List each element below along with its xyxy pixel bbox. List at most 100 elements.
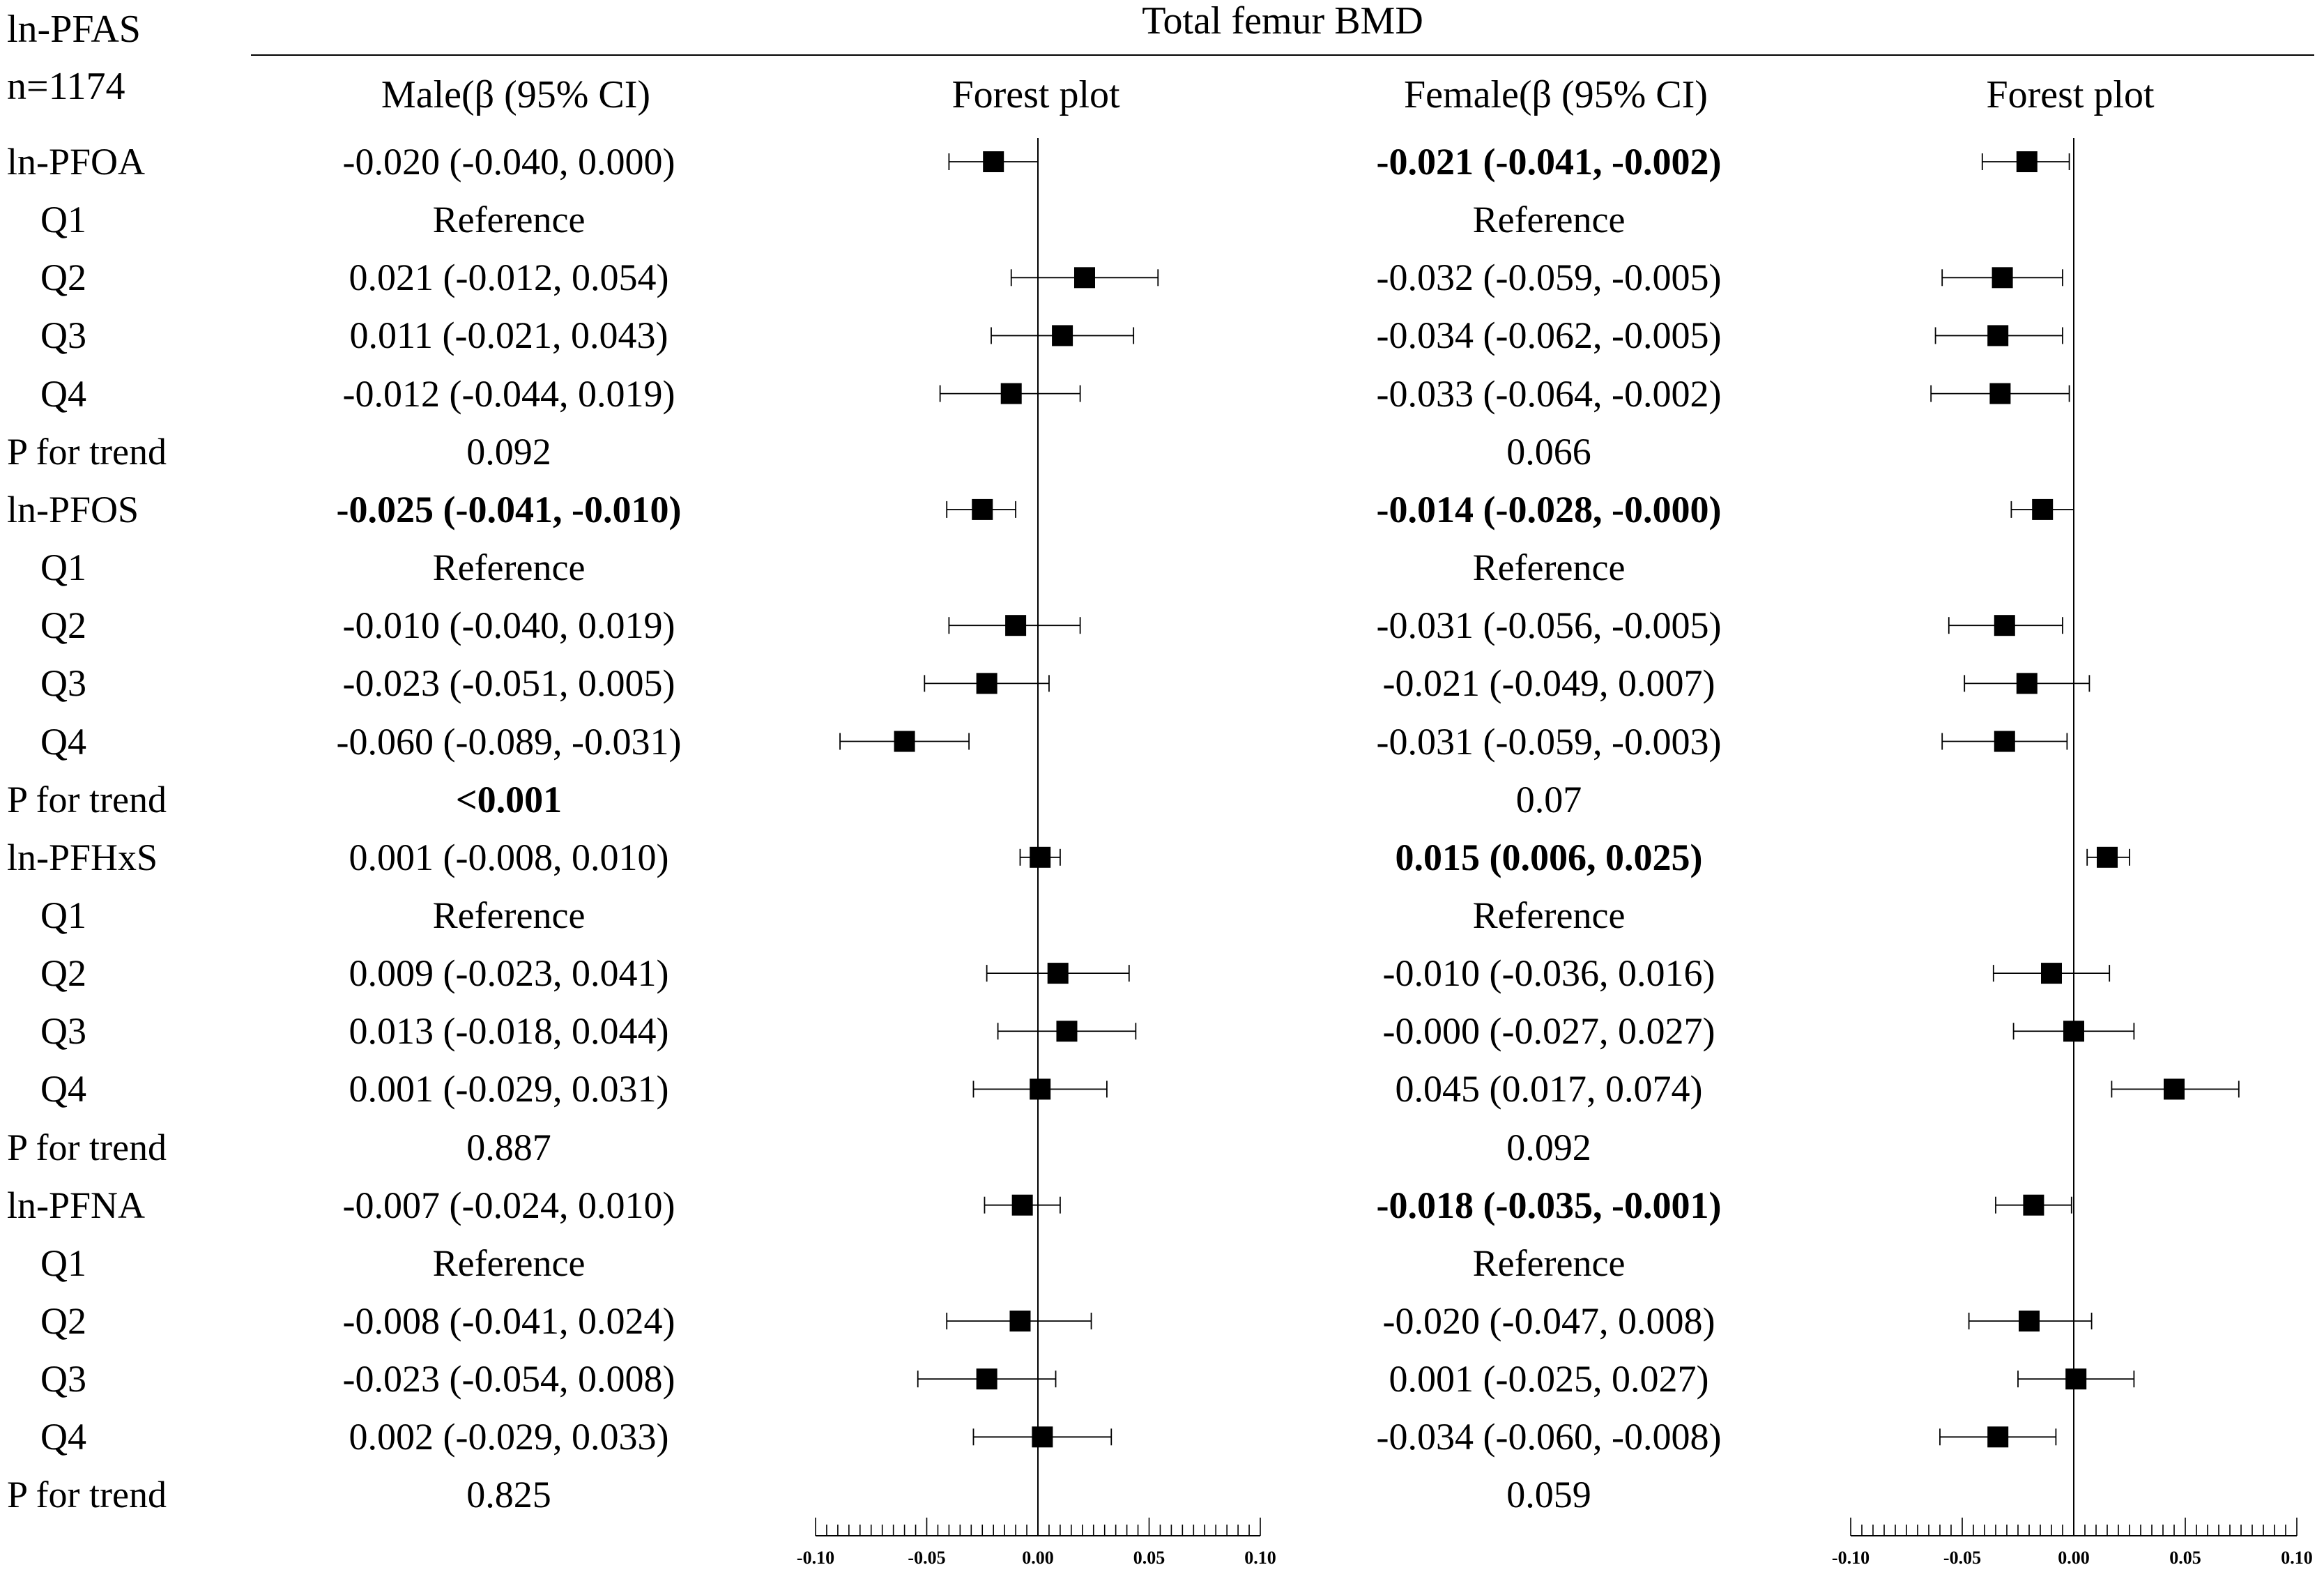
female-estimate: 0.015 (0.006, 0.025) bbox=[1395, 836, 1703, 878]
male-estimate: 0.002 (-0.029, 0.033) bbox=[349, 1416, 669, 1458]
tick-label: -0.10 bbox=[1832, 1548, 1870, 1568]
row-label-quartile: Q3 bbox=[40, 1010, 86, 1053]
tick-label: 0.05 bbox=[1133, 1548, 1165, 1568]
estimate-point bbox=[2023, 1194, 2044, 1216]
row-label-quartile: Q1 bbox=[40, 547, 86, 589]
male-forest-header: Forest plot bbox=[951, 73, 1120, 116]
male-estimate: 0.013 (-0.018, 0.044) bbox=[349, 1010, 669, 1053]
estimate-point bbox=[1987, 325, 2009, 346]
male-estimate: Reference bbox=[432, 1242, 586, 1284]
estimate-point bbox=[2097, 846, 2118, 868]
tick-label: 0.10 bbox=[2281, 1548, 2313, 1568]
row-label-quartile: Q4 bbox=[40, 1416, 86, 1458]
female-estimate: 0.092 bbox=[1506, 1126, 1591, 1168]
estimate-point bbox=[1030, 846, 1051, 868]
estimate-point bbox=[976, 673, 997, 694]
female-estimate: Reference bbox=[1472, 547, 1626, 589]
male-estimate: 0.009 (-0.023, 0.041) bbox=[349, 952, 669, 995]
estimate-point bbox=[2164, 1078, 2185, 1100]
tick-label: 0.05 bbox=[2169, 1548, 2201, 1568]
row-label-quartile: Q2 bbox=[40, 604, 86, 647]
row-label-quartile: Q3 bbox=[40, 662, 86, 705]
row-label: P for trend bbox=[7, 778, 167, 821]
female-forest-plot: -0.10 -0.05 0.00 0.05 0.10 bbox=[1832, 138, 2313, 1568]
estimate-point bbox=[2041, 963, 2062, 984]
estimate-point bbox=[1030, 1078, 1051, 1100]
female-estimate: 0.001 (-0.025, 0.027) bbox=[1389, 1358, 1709, 1401]
row-label-quartile: Q1 bbox=[40, 1242, 86, 1284]
row-label-quartile: Q2 bbox=[40, 257, 86, 299]
male-estimate: 0.001 (-0.029, 0.031) bbox=[349, 1068, 669, 1111]
estimate-point bbox=[1052, 325, 1073, 346]
estimate-point bbox=[2063, 1021, 2084, 1042]
female-estimate: Reference bbox=[1472, 199, 1626, 241]
female-estimate: 0.059 bbox=[1506, 1474, 1591, 1516]
row-label-quartile: Q4 bbox=[40, 720, 86, 763]
corner-header-n: n=1174 bbox=[7, 65, 125, 108]
estimate-point bbox=[1073, 267, 1095, 289]
female-estimate: -0.014 (-0.028, -0.000) bbox=[1376, 488, 1722, 531]
group-title: Total femur BMD bbox=[1142, 0, 1423, 43]
tick-label: -0.05 bbox=[908, 1548, 945, 1568]
row-label: P for trend bbox=[7, 430, 167, 473]
male-estimate: -0.023 (-0.051, 0.005) bbox=[342, 662, 675, 705]
female-estimate: -0.000 (-0.027, 0.027) bbox=[1382, 1010, 1715, 1053]
male-estimate: 0.887 bbox=[466, 1126, 551, 1168]
male-estimate: -0.007 (-0.024, 0.010) bbox=[342, 1184, 675, 1226]
tick-label: 0.10 bbox=[1244, 1548, 1276, 1568]
female-estimate: -0.034 (-0.060, -0.008) bbox=[1376, 1416, 1722, 1458]
estimate-point bbox=[2016, 151, 2038, 172]
estimate-point bbox=[2019, 1311, 2040, 1331]
female-column-header: Female(β (95% CI) bbox=[1404, 73, 1708, 116]
male-estimate: -0.020 (-0.040, 0.000) bbox=[342, 141, 675, 183]
row-label: P for trend bbox=[7, 1126, 167, 1168]
male-estimate: Reference bbox=[432, 894, 586, 936]
female-estimate: -0.018 (-0.035, -0.001) bbox=[1376, 1184, 1722, 1226]
estimate-point bbox=[1992, 267, 2013, 289]
female-estimate: -0.034 (-0.062, -0.005) bbox=[1376, 314, 1722, 357]
estimate-point bbox=[1994, 615, 2015, 636]
male-estimate: 0.021 (-0.012, 0.054) bbox=[349, 257, 669, 299]
estimate-point bbox=[2065, 1368, 2087, 1390]
estimate-point bbox=[1009, 1311, 1031, 1331]
male-estimate: -0.023 (-0.054, 0.008) bbox=[342, 1358, 675, 1401]
estimate-point bbox=[2016, 673, 2038, 694]
female-estimate: 0.066 bbox=[1506, 430, 1591, 473]
female-estimate: Reference bbox=[1472, 894, 1626, 936]
female-forest-header: Forest plot bbox=[1986, 73, 2155, 116]
estimate-point bbox=[1005, 615, 1027, 636]
row-label-quartile: Q4 bbox=[40, 372, 86, 415]
female-estimate: -0.021 (-0.041, -0.002) bbox=[1376, 141, 1722, 183]
male-estimate: 0.825 bbox=[466, 1474, 551, 1516]
female-estimate: -0.032 (-0.059, -0.005) bbox=[1376, 257, 1722, 299]
estimate-point bbox=[1989, 383, 2011, 404]
female-estimate: -0.033 (-0.064, -0.002) bbox=[1376, 372, 1722, 415]
tick-label: -0.10 bbox=[797, 1548, 834, 1568]
row-label-quartile: Q2 bbox=[40, 952, 86, 995]
estimate-point bbox=[1047, 963, 1069, 984]
female-estimate: -0.020 (-0.047, 0.008) bbox=[1382, 1300, 1715, 1342]
estimate-point bbox=[1056, 1021, 1078, 1042]
male-estimate: 0.001 (-0.008, 0.010) bbox=[349, 836, 669, 878]
male-estimate: 0.011 (-0.021, 0.043) bbox=[349, 314, 668, 357]
female-estimate: -0.031 (-0.059, -0.003) bbox=[1376, 720, 1722, 763]
estimate-point bbox=[1994, 731, 2015, 752]
estimate-point bbox=[983, 151, 1004, 172]
male-estimate: 0.092 bbox=[466, 430, 551, 473]
female-estimate: Reference bbox=[1472, 1242, 1626, 1284]
male-estimate: -0.012 (-0.044, 0.019) bbox=[342, 372, 675, 415]
corner-header-pfas: ln-PFAS bbox=[7, 8, 141, 51]
male-estimate: <0.001 bbox=[455, 778, 563, 821]
male-forest-plot: -0.10 -0.05 0.00 0.05 0.10 bbox=[797, 138, 1276, 1568]
estimate-point bbox=[1011, 1194, 1033, 1216]
male-estimate: -0.060 (-0.089, -0.031) bbox=[336, 720, 682, 763]
row-label: P for trend bbox=[7, 1474, 167, 1516]
female-estimate: -0.031 (-0.056, -0.005) bbox=[1376, 604, 1722, 647]
estimate-point bbox=[1000, 383, 1022, 404]
male-column-header: Male(β (95% CI) bbox=[381, 73, 651, 116]
row-label: ln-PFOS bbox=[7, 488, 139, 531]
row-label-quartile: Q3 bbox=[40, 314, 86, 357]
male-estimate: -0.025 (-0.041, -0.010) bbox=[336, 488, 682, 531]
estimate-point bbox=[972, 498, 993, 520]
